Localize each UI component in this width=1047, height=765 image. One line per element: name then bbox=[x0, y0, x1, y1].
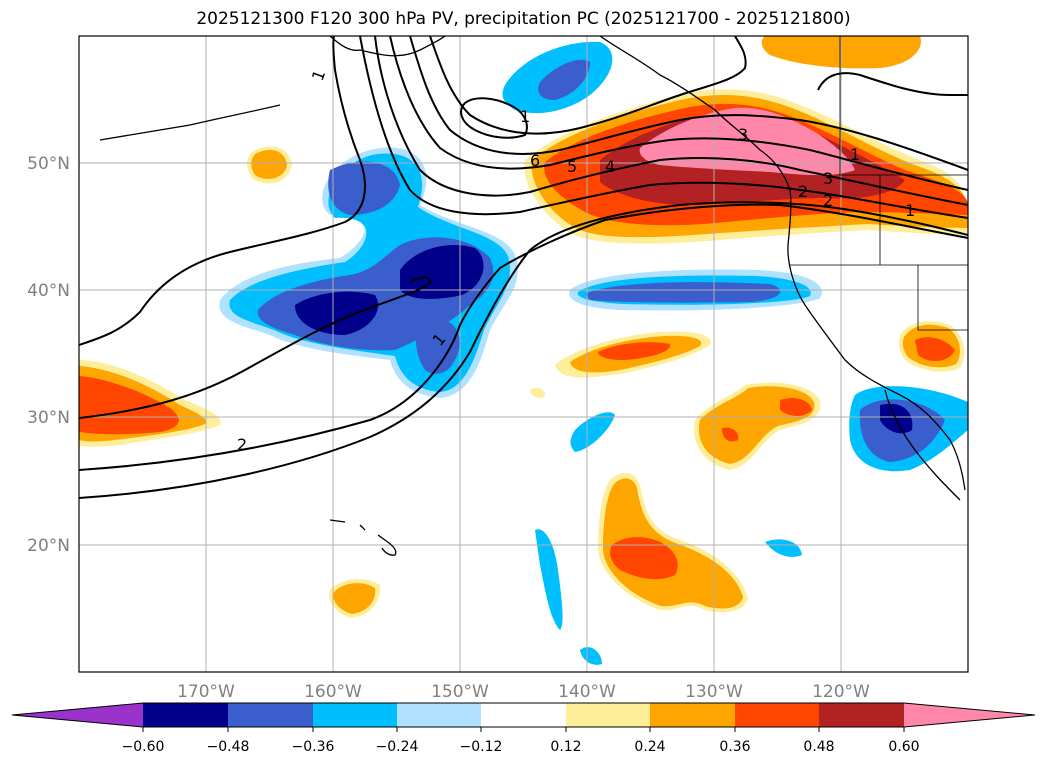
precip-neg-small-3 bbox=[765, 539, 802, 557]
state-borders bbox=[790, 36, 968, 331]
aleutians bbox=[99, 104, 281, 141]
colorbar-tick-label: 0.36 bbox=[719, 739, 750, 755]
colorbar-bin bbox=[313, 703, 397, 727]
colorbar-bin bbox=[650, 703, 735, 727]
lat-label: 20°N bbox=[27, 536, 70, 556]
precip-pos-socal-red bbox=[915, 337, 955, 362]
precip-pos-35n-red bbox=[598, 342, 671, 360]
pv-contours bbox=[79, 36, 968, 499]
precip-neg-small-2 bbox=[535, 529, 563, 630]
map-frame bbox=[78, 35, 969, 673]
pv-contour-7 bbox=[429, 36, 747, 135]
pv-contour-4 bbox=[374, 36, 968, 206]
colorbar-extend-min bbox=[12, 703, 143, 727]
colorbar-tick-label: −0.36 bbox=[292, 739, 335, 755]
precip-pos-small-orange bbox=[251, 150, 287, 179]
pv-label: 5 bbox=[567, 157, 577, 176]
precip-neg-blue-south bbox=[415, 318, 460, 374]
pv-label: 1 bbox=[520, 107, 530, 126]
colorbar-tick-label: −0.12 bbox=[460, 739, 503, 755]
hawaii bbox=[329, 519, 397, 556]
colorbar-bin bbox=[481, 703, 566, 727]
precip-neg-small-4 bbox=[580, 647, 602, 665]
pv-contour-closed bbox=[460, 97, 528, 139]
precip-neg-navy-west bbox=[295, 291, 379, 335]
pv-contour-6 bbox=[409, 36, 968, 171]
colorbar-bin bbox=[819, 703, 904, 727]
alaska-coast bbox=[329, 36, 446, 57]
pv-label: 2 bbox=[798, 182, 808, 201]
precip-pos-30n-red2 bbox=[722, 427, 739, 442]
colorbar-bin bbox=[735, 703, 819, 727]
pv-contour-ne bbox=[817, 72, 968, 96]
pv-label: 4 bbox=[605, 157, 615, 176]
colorbar-tick-label: −0.48 bbox=[207, 739, 250, 755]
lon-label: 130°W bbox=[685, 682, 743, 702]
pv-labels: 1 1 2 1 6 5 4 3 2 1 1 2 3 bbox=[237, 67, 915, 454]
precip-neg-navy-east bbox=[400, 244, 484, 299]
precip-neg-small-1 bbox=[570, 412, 615, 452]
colorbar-bin bbox=[143, 703, 228, 727]
colorbar-tick-label: −0.60 bbox=[122, 739, 165, 755]
lat-label: 40°N bbox=[27, 281, 70, 301]
pv-label: 3 bbox=[738, 125, 748, 144]
colorbar-tick-label: 0.24 bbox=[634, 739, 665, 755]
colorbar: −0.60 −0.48 −0.36 −0.24 −0.12 0.12 0.24 … bbox=[11, 702, 1036, 755]
pv-contour-5 bbox=[389, 36, 968, 191]
colorbar-bin bbox=[228, 703, 313, 727]
lat-label: 50°N bbox=[27, 154, 70, 174]
precip-pos-20n-red bbox=[610, 537, 678, 580]
lon-label: 160°W bbox=[304, 682, 362, 702]
precip-neg-band-blue bbox=[585, 282, 781, 303]
pv-label: 2 bbox=[823, 191, 833, 210]
lon-label: 150°W bbox=[431, 682, 489, 702]
colorbar-tick-label: 0.12 bbox=[550, 739, 581, 755]
coastlines bbox=[99, 36, 968, 556]
lat-label: 30°N bbox=[27, 408, 70, 428]
pv-label: 6 bbox=[530, 151, 540, 170]
colorbar-tick-label: 0.48 bbox=[803, 739, 834, 755]
pv-label: 3 bbox=[823, 169, 833, 188]
precip-neg-blue-north2 bbox=[538, 59, 590, 100]
pv-contour-2-west bbox=[79, 276, 432, 419]
colorbar-bin bbox=[397, 703, 481, 727]
precip-pos-30n-red1 bbox=[780, 398, 812, 416]
precip-pos-15n-orange bbox=[333, 583, 376, 614]
lon-label: 120°W bbox=[812, 682, 870, 702]
lon-label: 170°W bbox=[177, 682, 235, 702]
pv-contour-3 bbox=[359, 36, 968, 219]
pv-label: 1 bbox=[905, 201, 915, 220]
colorbar-bin bbox=[566, 703, 650, 727]
pv-contour-1-west bbox=[79, 36, 366, 346]
figure-title: 2025121300 F120 300 hPa PV, precipitatio… bbox=[196, 9, 851, 29]
precip-pos-tiny bbox=[530, 387, 546, 398]
longitude-labels: 170°W 160°W 150°W 140°W 130°W 120°W bbox=[177, 682, 870, 702]
colorbar-tick-label: −0.24 bbox=[376, 739, 419, 755]
precip-pos-west-red bbox=[79, 376, 179, 435]
west-coast bbox=[599, 36, 966, 491]
pv-contour-1-main bbox=[79, 203, 968, 471]
pv-label: 2 bbox=[237, 435, 247, 454]
pv-label: 1 bbox=[850, 145, 860, 164]
colorbar-extend-max bbox=[904, 703, 1035, 727]
colorbar-tick-label: 0.60 bbox=[888, 739, 919, 755]
baja-coast bbox=[884, 389, 961, 501]
pv-contour-2-main bbox=[79, 201, 968, 499]
latitude-labels: 50°N 40°N 30°N 20°N bbox=[27, 154, 70, 556]
lon-label: 140°W bbox=[558, 682, 616, 702]
colorbar-ticks bbox=[142, 727, 905, 732]
